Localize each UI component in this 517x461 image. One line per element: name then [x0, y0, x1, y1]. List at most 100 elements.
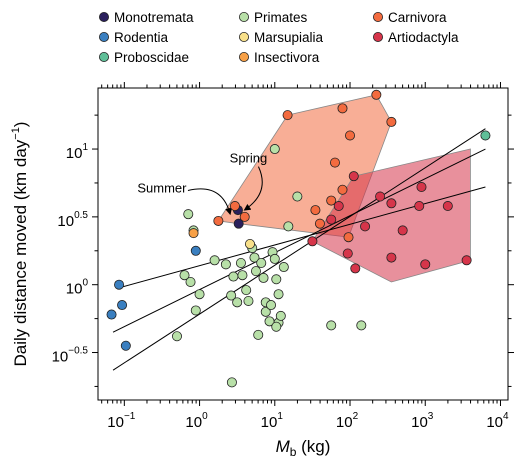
point-carnivora [239, 211, 250, 222]
x-tick-exp: 2 [353, 411, 359, 422]
point-primates [283, 221, 294, 232]
y-tick-label: 101 [66, 142, 89, 162]
point-carnivora [229, 201, 240, 212]
y-tick-base: 10 [52, 349, 69, 366]
point-rodentia [114, 279, 125, 290]
y-tick-exp: 0 [82, 278, 88, 289]
point-primates [271, 274, 282, 285]
point-primates [271, 321, 282, 332]
x-axis-label-unit: (kg) [296, 437, 330, 456]
legend-label: Marsupialia [254, 30, 324, 45]
x-tick-label: 10−1 [107, 411, 136, 431]
point-rodentia [106, 309, 117, 320]
y-tick-exp: 1 [82, 142, 88, 153]
point-carnivora [314, 218, 325, 229]
point-primates [269, 253, 280, 264]
point-rodentia [117, 300, 128, 311]
x-axis-label: Mb (kg) [276, 437, 331, 459]
point-marsupialia [244, 238, 255, 249]
x-tick-exp: 1 [277, 411, 283, 422]
legend-item-carnivora: Carnivora [372, 10, 447, 25]
point-artiodactyla [350, 263, 361, 274]
point-artiodactyla [307, 236, 318, 247]
legend-label: Monotremata [114, 10, 194, 25]
legend-item-primates: Primates [238, 10, 308, 25]
point-artiodactyla [420, 259, 431, 270]
point-primates [179, 270, 190, 281]
point-carnivora [337, 184, 348, 195]
y-tick-label: 100 [66, 278, 89, 298]
point-primates [356, 320, 367, 331]
x-tick-base: 10 [336, 414, 353, 431]
point-primates [243, 295, 254, 306]
point-primates [228, 271, 239, 282]
x-axis: 10−1 100 101 102 103 104 [101, 82, 509, 431]
x-tick-exp: 0 [202, 411, 208, 422]
point-primates [253, 329, 264, 340]
legend-marker [372, 11, 383, 22]
legend-marker [372, 32, 383, 43]
legend-marker [99, 52, 110, 63]
legend-label: Artiodactyla [388, 30, 459, 45]
data-points [106, 89, 491, 388]
x-tick-exp: 4 [503, 411, 509, 422]
hull-artiodactyla [311, 148, 471, 283]
y-axis-label-tail: ) [11, 122, 30, 128]
point-primates [256, 257, 267, 268]
point-artiodactyla [397, 225, 408, 236]
point-primates [185, 276, 196, 287]
legend-item-proboscidae: Proboscidae [99, 50, 189, 65]
legend-label: Proboscidae [114, 50, 189, 65]
point-primates [226, 290, 237, 301]
x-tick-base: 10 [107, 414, 124, 431]
point-artiodactyla [360, 221, 371, 232]
annotation-label: Spring [230, 151, 268, 166]
point-primates [171, 331, 182, 342]
point-carnivora [345, 130, 356, 141]
x-tick-base: 10 [411, 414, 428, 431]
y-tick-exp: −0.5 [68, 346, 88, 357]
x-tick-label: 102 [336, 411, 359, 431]
point-artiodactyla [416, 182, 427, 193]
legend-marker [238, 32, 249, 43]
plot-frame [97, 87, 509, 401]
legend-label: Carnivora [388, 10, 447, 25]
point-carnivora [343, 232, 354, 243]
point-insectivora [188, 228, 199, 239]
point-primates [190, 305, 201, 316]
point-primates [183, 209, 194, 220]
legend: Monotremata Primates Carnivora Rodentia Mars… [99, 10, 459, 65]
point-artiodactyla [414, 201, 425, 212]
point-artiodactyla [342, 248, 353, 259]
y-axis-label-main: Daily distance moved (km day [11, 139, 30, 366]
x-tick-label: 103 [411, 411, 434, 431]
convex-hulls [217, 94, 471, 283]
point-primates [194, 289, 205, 300]
fit-line [112, 148, 486, 333]
annotation-label: Summer [137, 180, 187, 195]
point-primates [250, 266, 261, 277]
point-carnivora [282, 110, 293, 121]
point-primates [232, 297, 243, 308]
point-primates [226, 377, 237, 388]
x-axis-label-main: M [276, 437, 291, 456]
y-tick-base: 10 [66, 281, 83, 298]
point-primates [249, 252, 260, 263]
legend-marker [238, 52, 249, 63]
legend-item-insectivora: Insectivora [238, 50, 320, 65]
y-tick-label: 10−0.5 [52, 346, 89, 366]
legend-label: Insectivora [254, 50, 320, 65]
point-carnivora [386, 116, 397, 127]
point-primates [260, 306, 271, 317]
point-artiodactyla [375, 191, 386, 202]
point-carnivora [326, 195, 337, 206]
point-primates [275, 310, 286, 321]
y-tick-base: 10 [66, 145, 83, 162]
point-monotremata [233, 218, 244, 229]
point-artiodactyla [386, 252, 397, 263]
point-primates [326, 320, 337, 331]
point-carnivora [310, 205, 321, 216]
y-tick-label: 100.5 [57, 210, 88, 230]
